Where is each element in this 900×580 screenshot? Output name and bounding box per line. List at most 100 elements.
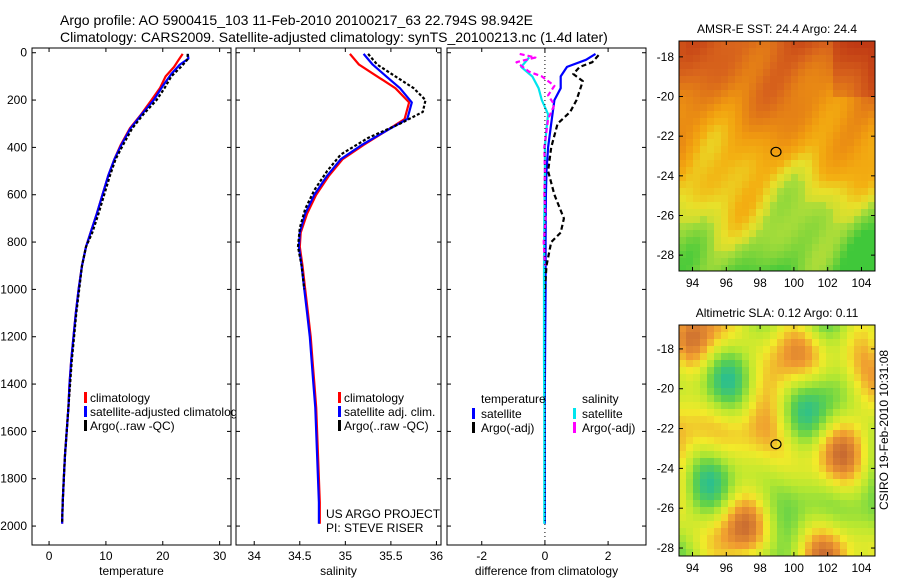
sst_map-cell — [833, 55, 841, 63]
sst_map-cell — [847, 139, 855, 147]
sst_map-cell — [693, 244, 701, 252]
sla_map-cell — [868, 423, 875, 431]
sla_map-cell — [805, 402, 813, 410]
sst_map-cell — [707, 209, 715, 217]
sst_map-cell — [770, 195, 778, 203]
y-tick-label: 1800 — [0, 472, 27, 486]
sst_map-cell — [805, 111, 813, 119]
sla_map-cell — [770, 353, 778, 361]
legend-swatch — [573, 422, 576, 433]
sla_map-cell — [735, 339, 743, 347]
sla_map-cell — [777, 521, 785, 529]
x-tick-label: 96 — [720, 276, 734, 290]
sla_map-cell — [686, 458, 694, 466]
sst_map-cell — [770, 167, 778, 175]
sst_map-cell — [679, 230, 687, 238]
sst_map-cell — [728, 230, 736, 238]
sst_map-cell — [686, 188, 694, 196]
sla_map-cell — [840, 521, 848, 529]
sst_map-cell — [749, 230, 757, 238]
sla_map-cell — [707, 437, 715, 445]
sst_map-cell — [763, 132, 771, 140]
sla_map-cell — [854, 451, 862, 459]
sla_map-cell — [770, 416, 778, 424]
sst_map-cell — [714, 62, 722, 70]
sst_map-cell — [777, 139, 785, 147]
sst_map-cell — [798, 125, 806, 133]
sla_map-cell — [833, 339, 841, 347]
sst_map-cell — [693, 69, 701, 77]
sla_map-cell — [819, 444, 827, 452]
sst_map-cell — [742, 55, 750, 63]
sst_map-cell — [686, 83, 694, 91]
sst_map-cell — [833, 146, 841, 154]
sst_map-cell — [819, 118, 827, 126]
sst_map-cell — [861, 216, 869, 224]
sla_map-cell — [742, 465, 750, 473]
sla_map-cell — [756, 374, 764, 382]
sst_map-cell — [707, 188, 715, 196]
x-tick-label: 104 — [851, 276, 871, 290]
sst_map-cell — [686, 90, 694, 98]
sst_map-cell — [679, 258, 687, 266]
sst_map-cell — [742, 97, 750, 105]
sst_map-cell — [861, 174, 869, 182]
x-tick-label: -2 — [476, 549, 487, 563]
sla_map-cell — [686, 402, 694, 410]
sst_map-cell — [749, 111, 757, 119]
sst_map-cell — [707, 258, 715, 266]
sst_map-cell — [826, 209, 834, 217]
x-tick-label: 94 — [686, 561, 700, 575]
sst_map-cell — [693, 139, 701, 147]
sst_map-cell — [686, 97, 694, 105]
sla_map-cell — [833, 374, 841, 382]
sla_map-cell — [735, 388, 743, 396]
x-tick-label: 102 — [818, 276, 838, 290]
sla_map-cell — [833, 465, 841, 473]
sla_map-cell — [770, 542, 778, 550]
sla_map-cell — [707, 514, 715, 522]
sla_map-cell — [770, 381, 778, 389]
sst_map-cell — [700, 265, 708, 271]
sla_map-cell — [770, 493, 778, 501]
sst_map-cell — [763, 55, 771, 63]
sla_map-cell — [707, 472, 715, 480]
sst_map-cell — [763, 97, 771, 105]
sla_map-cell — [749, 367, 757, 375]
sst_map-cell — [735, 265, 743, 271]
sst_map-cell — [812, 195, 820, 203]
sst_map-cell — [826, 223, 834, 231]
temperature-axes-frame — [31, 47, 232, 546]
sst_map-cell — [721, 202, 729, 210]
sla_map-cell — [798, 360, 806, 368]
sst_map-cell — [700, 76, 708, 84]
sla_map-cell — [854, 409, 862, 417]
sst_map-cell — [791, 265, 799, 271]
sst_map-cell — [868, 188, 875, 196]
sst_map-cell — [798, 230, 806, 238]
sst_map-cell — [756, 209, 764, 217]
sla_map-cell — [826, 395, 834, 403]
sla_map-cell — [812, 437, 820, 445]
sst_map-cell — [840, 167, 848, 175]
sla_map-cell — [679, 360, 687, 368]
sla_map-cell — [833, 514, 841, 522]
sst_map-cell — [784, 153, 792, 161]
sla_map-cell — [791, 486, 799, 494]
sla_map-cell — [693, 360, 701, 368]
sst_map-cell — [791, 216, 799, 224]
legend-heading: temperature — [481, 392, 546, 406]
sst_map-cell — [812, 83, 820, 91]
sst_map-cell — [756, 118, 764, 126]
sla_map-cell — [791, 381, 799, 389]
sla_map-cell — [700, 444, 708, 452]
sla_map-cell — [833, 472, 841, 480]
sst_map-cell — [714, 230, 722, 238]
sla_map-cell — [812, 353, 820, 361]
sst_map-cell — [854, 237, 862, 245]
sla_map-cell — [721, 535, 729, 543]
sst_map-cell — [791, 160, 799, 168]
sst_map-cell — [770, 62, 778, 70]
sla_map-cell — [840, 493, 848, 501]
sla_map-cell — [735, 395, 743, 403]
